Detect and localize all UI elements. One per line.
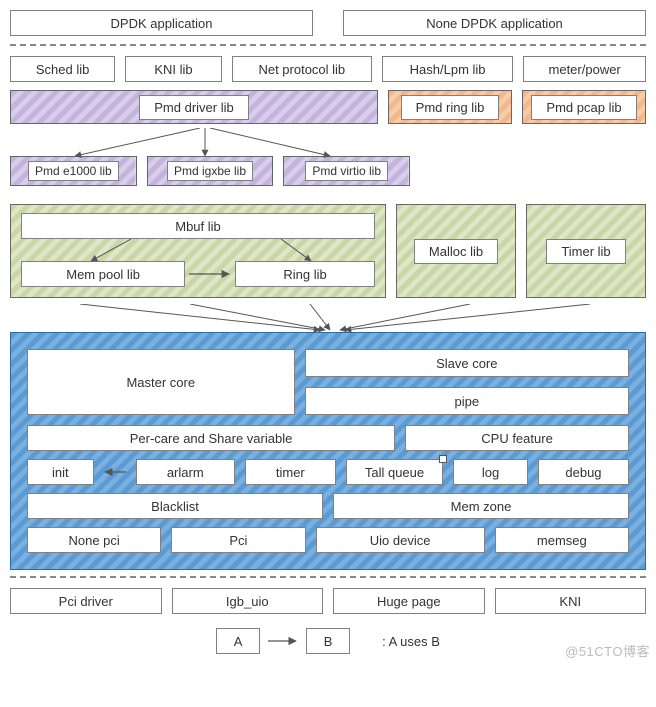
- legend-a-box: A: [216, 628, 260, 654]
- none-dpdk-app-box: None DPDK application: [343, 10, 646, 36]
- none-pci-box: None pci: [27, 527, 161, 553]
- mbuf-lib-box: Mbuf lib: [21, 213, 375, 239]
- mbuf-container: Mbuf lib Mem pool lib Ring lib: [10, 204, 386, 298]
- pmd-driver-label: Pmd driver lib: [139, 95, 248, 120]
- hash-lpm-lib-box: Hash/Lpm lib: [382, 56, 513, 82]
- libs-row: Sched lib KNI lib Net protocol lib Hash/…: [10, 56, 646, 82]
- pipe-box: pipe: [305, 387, 629, 415]
- blacklist-box: Blacklist: [27, 493, 323, 519]
- dashed-separator: [10, 44, 646, 46]
- dashed-separator-2: [10, 576, 646, 578]
- app-row: DPDK application None DPDK application: [10, 10, 646, 36]
- malloc-label: Malloc lib: [414, 239, 498, 264]
- memseg-box: memseg: [495, 527, 629, 553]
- igb-uio-box: Igb_uio: [172, 588, 324, 614]
- pci-box: Pci: [171, 527, 305, 553]
- timer-lib-box: Timer lib: [526, 204, 646, 298]
- pmd-driver-lib-box: Pmd driver lib: [10, 90, 378, 124]
- dpdk-app-box: DPDK application: [10, 10, 313, 36]
- core-container: Master core Slave core pipe Per-care and…: [10, 332, 646, 570]
- pmd-igxbe-box: Pmd igxbe lib: [147, 156, 274, 186]
- slave-core-box: Slave core: [305, 349, 629, 377]
- pmd-children-row: Pmd e1000 lib Pmd igxbe lib Pmd virtio l…: [10, 156, 410, 186]
- per-care-box: Per-care and Share variable: [27, 425, 395, 451]
- sched-lib-box: Sched lib: [10, 56, 115, 82]
- legend-row: A B : A uses B: [10, 628, 646, 654]
- watermark-text: @51CTO博客: [565, 641, 650, 660]
- pmd-pcap-label: Pmd pcap lib: [531, 95, 636, 120]
- mem-pool-lib-box: Mem pool lib: [21, 261, 185, 287]
- net-protocol-lib-box: Net protocol lib: [232, 56, 372, 82]
- mem-zone-box: Mem zone: [333, 493, 629, 519]
- bottom-row: Pci driver Igb_uio Huge page KNI: [10, 588, 646, 614]
- pmd-pcap-lib-box: Pmd pcap lib: [522, 90, 646, 124]
- cpu-feature-box: CPU feature: [405, 425, 629, 451]
- pmd-driver-row: Pmd driver lib Pmd ring lib Pmd pcap lib: [10, 90, 646, 124]
- legend-b-box: B: [306, 628, 350, 654]
- pmd-ring-lib-box: Pmd ring lib: [388, 90, 512, 124]
- malloc-lib-box: Malloc lib: [396, 204, 516, 298]
- green-row: Mbuf lib Mem pool lib Ring lib Malloc li…: [10, 204, 646, 298]
- pmd-e1000-label: Pmd e1000 lib: [28, 161, 119, 181]
- tall-queue-box: Tall queue: [346, 459, 443, 485]
- pci-driver-box: Pci driver: [10, 588, 162, 614]
- pmd-virtio-label: Pmd virtio lib: [305, 161, 388, 181]
- tall-queue-marker: [439, 455, 447, 463]
- master-core-box: Master core: [27, 349, 295, 415]
- meter-power-box: meter/power: [523, 56, 646, 82]
- huge-page-box: Huge page: [333, 588, 485, 614]
- log-box: log: [453, 459, 528, 485]
- legend-text: : A uses B: [382, 634, 440, 649]
- timer-box: timer: [245, 459, 336, 485]
- pmd-virtio-box: Pmd virtio lib: [283, 156, 410, 186]
- kni-box: KNI: [495, 588, 647, 614]
- uio-device-box: Uio device: [316, 527, 485, 553]
- pmd-ring-label: Pmd ring lib: [401, 95, 500, 120]
- kni-lib-box: KNI lib: [125, 56, 222, 82]
- timer-lib-label: Timer lib: [546, 239, 625, 264]
- ring-lib-box: Ring lib: [235, 261, 375, 287]
- init-box: init: [27, 459, 94, 485]
- debug-box: debug: [538, 459, 629, 485]
- pmd-e1000-box: Pmd e1000 lib: [10, 156, 137, 186]
- converge-arrow-area: [10, 306, 646, 332]
- pmd-arrow-area: [10, 132, 646, 156]
- pmd-igxbe-label: Pmd igxbe lib: [167, 161, 253, 181]
- arlarm-box: arlarm: [136, 459, 235, 485]
